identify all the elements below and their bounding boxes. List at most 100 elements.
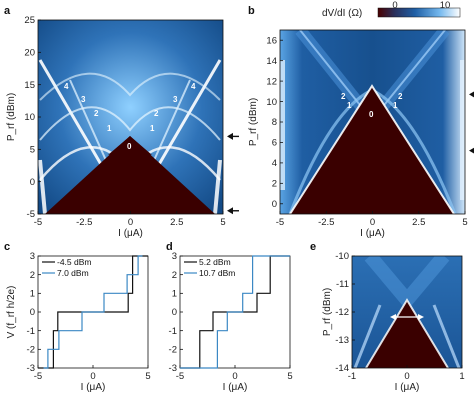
panel-b-label-1-left: 1	[347, 101, 352, 110]
y-tick-label-b: 8	[272, 117, 277, 128]
panel-c-lines	[38, 255, 148, 369]
panel-e-heatmap	[353, 256, 461, 368]
panel-b-arrows	[469, 91, 474, 154]
y-tick-label-c: -1	[27, 326, 35, 337]
legend-label-d-1: 10.7 dBm	[199, 268, 235, 278]
y-tick-label-a: 5	[30, 145, 35, 156]
y-tick-label-d: 0	[172, 307, 177, 318]
x-tick-label-a: 0	[128, 217, 133, 228]
y-tick-label-b: 14	[266, 56, 277, 67]
x-axis-label-b: I (μA)	[360, 228, 385, 239]
y-axis-label-e: P_rf (dBm)	[322, 288, 333, 336]
y-tick-label-c: 0	[30, 307, 35, 318]
y-tick-label-d: 3	[172, 251, 177, 262]
y-tick-label-b: 0	[272, 199, 277, 210]
y-tick-label-e: -12	[335, 307, 349, 318]
y-tick-label-a: 25	[24, 15, 35, 26]
panel-b-label-2-left: 2	[341, 92, 346, 101]
panel-d-legend: 5.2 dBm 10.7 dBm	[184, 257, 235, 278]
series-line-c-1	[43, 255, 143, 369]
x-tick-label-c: 5	[145, 371, 150, 382]
x-tick-label-d: -5	[176, 371, 184, 382]
y-tick-label-e: -13	[335, 335, 349, 346]
panel-b-label-2-right: 2	[398, 92, 403, 101]
panel-a-arc-2	[39, 106, 221, 141]
panel-a-edges	[38, 159, 222, 214]
x-axis-label-c: I (μA)	[81, 382, 106, 393]
panel-a-arc-3	[39, 72, 221, 101]
colorbar-label: dV/dI (Ω)	[322, 8, 362, 19]
y-tick-label-b: 4	[272, 158, 277, 169]
y-tick-label-e: -11	[336, 279, 349, 290]
x-tick-label-c: 0	[90, 371, 95, 382]
x-axis-label-d: I (μA)	[223, 382, 248, 393]
panel-b-edges	[280, 60, 465, 200]
y-tick-label-d: -2	[169, 345, 177, 356]
x-tick-label-b: 2.5	[412, 217, 425, 228]
y-tick-label-e: -14	[335, 363, 349, 374]
panel-b-heatmap	[280, 30, 465, 214]
x-tick-label-a: -5	[34, 217, 42, 228]
x-tick-label-d: 5	[287, 371, 292, 382]
y-tick-label-b: 6	[272, 138, 277, 149]
prf-arrowhead-b	[469, 147, 474, 154]
y-tick-label-a: -5	[27, 209, 35, 220]
colorbar-tick-10: 10	[440, 0, 451, 11]
colorbar	[377, 7, 461, 18]
x-tick-label-c: -5	[34, 371, 42, 382]
y-tick-label-a: 0	[30, 177, 35, 188]
panel-e-zero-border	[365, 298, 449, 368]
panel-e-zero-region	[366, 300, 448, 368]
legend-label-c-1: 7.0 dBm	[57, 268, 89, 278]
x-tick-label-b: 5	[462, 217, 467, 228]
panel-label-b: b	[248, 5, 255, 17]
y-axis-label-c: V (f_rf h/2e)	[6, 286, 17, 339]
panel-c-axes: -5 0 5 -3 -2 -1 0 1 2 3 I (μA) V (f_rf h/2e)	[6, 251, 151, 393]
prf-arrowhead-a	[227, 132, 233, 140]
panel-a-label-2-right: 2	[154, 109, 159, 118]
panel-b-label-1-right: 1	[393, 101, 398, 110]
prf-arrowhead-b	[469, 91, 474, 98]
y-tick-label-a: 20	[24, 48, 35, 59]
panel-a-label-4-left: 4	[64, 82, 69, 91]
panel-a-label-3-right: 3	[173, 95, 178, 104]
panel-b: dV/dI (Ω) 0 10 0 1 1 2 2 -5 -2.5 0 2.5 5 0 2 4 6…	[248, 0, 474, 239]
legend-label-d-0: 5.2 dBm	[199, 257, 231, 267]
panel-d: -5 0 5 -3 -2 -1 0 1 2 3 I (μA) 5.2 dBm 10.7 dBm	[169, 251, 293, 393]
x-tick-label-b: -2.5	[318, 217, 334, 228]
panel-b-label-0: 0	[369, 110, 374, 119]
panel-label-e: e	[310, 241, 316, 253]
y-tick-label-a: 15	[24, 80, 35, 91]
y-tick-label-c: 2	[30, 270, 35, 281]
y-axis-label-a: P_rf (dBm)	[6, 93, 17, 141]
y-tick-label-b: 2	[272, 179, 277, 190]
prf-arrowhead-a	[227, 207, 233, 215]
panel-e-side-lines	[353, 304, 461, 368]
y-tick-label-c: 1	[30, 289, 35, 300]
panel-e-axes: -1 0 1-14-13-12-11-10I (μA)P_rf (dBm)	[322, 251, 465, 393]
y-tick-label-c: 3	[30, 251, 35, 262]
x-axis-label-e: I (μA)	[395, 382, 420, 393]
panel-label-a: a	[4, 5, 11, 17]
x-tick-label-e: 1	[459, 371, 464, 382]
panel-a-label-3-left: 3	[81, 95, 86, 104]
legend-label-c-0: -4.5 dBm	[57, 257, 92, 267]
panel-a: 0 1 1 2 2 3 3 4 4 -5 -2.5 0 2.5 5 -5 0 5 10 15 20 2…	[6, 15, 239, 239]
panel-c-legend: -4.5 dBm 7.0 dBm	[42, 257, 92, 278]
x-axis-label-a: I (μA)	[118, 228, 143, 239]
y-tick-label-d: 2	[172, 270, 177, 281]
x-tick-label-a: 2.5	[170, 217, 183, 228]
y-tick-label-d: 1	[172, 289, 177, 300]
panel-a-label-0: 0	[127, 142, 132, 151]
x-tick-label-b: -5	[276, 217, 284, 228]
panel-label-c: c	[4, 241, 10, 253]
series-line-d-1	[180, 255, 290, 369]
x-tick-label-e: 0	[404, 371, 409, 382]
y-tick-label-c: -3	[27, 363, 35, 374]
x-tick-label-a: -2.5	[76, 217, 92, 228]
colorbar-tick-0: 0	[392, 0, 397, 11]
panel-d-axes: -5 0 5 -3 -2 -1 0 1 2 3 I (μA)	[169, 251, 293, 393]
